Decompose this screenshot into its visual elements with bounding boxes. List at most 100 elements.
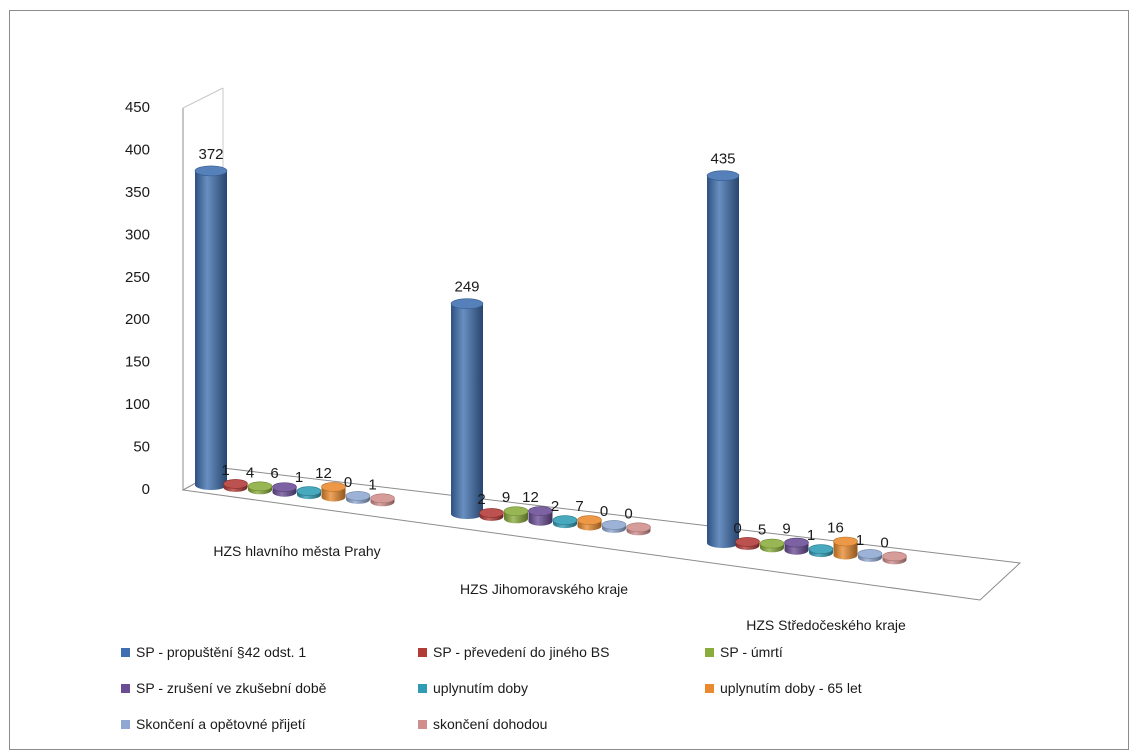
legend-label: uplynutím doby bbox=[433, 680, 528, 696]
bar-top bbox=[247, 481, 273, 492]
bar-top bbox=[784, 537, 809, 548]
legend-label: SP - úmrtí bbox=[720, 644, 783, 660]
bar bbox=[784, 537, 809, 555]
data-label: 4 bbox=[246, 464, 254, 481]
bar-top bbox=[272, 482, 297, 492]
y-tick-label: 350 bbox=[125, 184, 150, 201]
bar-top bbox=[759, 538, 785, 549]
bar bbox=[882, 551, 907, 565]
category-label: HZS Středočeského kraje bbox=[746, 617, 906, 633]
bar-top bbox=[601, 520, 627, 530]
data-label: 0 bbox=[600, 503, 608, 520]
data-label: 1 bbox=[856, 532, 864, 549]
y-tick-label: 450 bbox=[125, 99, 150, 116]
data-label: 5 bbox=[758, 522, 766, 539]
legend-label: skončení dohodou bbox=[433, 716, 547, 732]
bar-body bbox=[833, 541, 858, 560]
y-tick-label: 50 bbox=[133, 439, 150, 456]
bar-top bbox=[706, 170, 740, 181]
data-label: 0 bbox=[344, 474, 352, 491]
bar-top bbox=[296, 486, 322, 496]
data-label: 9 bbox=[502, 489, 510, 506]
legend-item: uplynutím doby - 65 let bbox=[705, 680, 862, 696]
chart-bars bbox=[194, 165, 907, 565]
legend-label: SP - převedení do jiného BS bbox=[433, 644, 609, 660]
legend-item: SP - úmrtí bbox=[705, 644, 783, 660]
bar bbox=[450, 298, 484, 519]
legend-swatch bbox=[121, 720, 130, 729]
bar bbox=[321, 482, 346, 502]
bar-top bbox=[833, 536, 858, 547]
y-axis-ticks: 0 50 100 150 200 250 300 350 400 450 bbox=[125, 99, 150, 498]
legend-item: uplynutím doby bbox=[418, 680, 528, 696]
legend-label: uplynutím doby - 65 let bbox=[720, 680, 862, 696]
bar-top bbox=[479, 508, 504, 518]
y-tick-label: 0 bbox=[142, 481, 150, 498]
legend-item: SP - zrušení ve zkušební době bbox=[121, 680, 327, 696]
bar-top bbox=[223, 479, 248, 489]
legend-label: SP - zrušení ve zkušební době bbox=[136, 680, 327, 696]
bar bbox=[272, 482, 297, 497]
bar-body bbox=[451, 303, 483, 519]
data-label: 1 bbox=[807, 527, 815, 544]
bar bbox=[601, 520, 627, 533]
data-label: 1 bbox=[221, 462, 229, 479]
legend-swatch bbox=[418, 720, 427, 729]
bar-top bbox=[345, 491, 371, 501]
y-axis-top-edge bbox=[182, 87, 224, 109]
bar-top bbox=[857, 549, 883, 559]
y-tick-label: 150 bbox=[125, 354, 150, 371]
legend-label: SP - propuštění §42 odst. 1 bbox=[136, 644, 306, 660]
bar bbox=[479, 508, 504, 521]
legend-label: Skončení a opětovné přijetí bbox=[136, 716, 306, 732]
bar bbox=[370, 493, 395, 507]
bar bbox=[833, 536, 858, 560]
bar bbox=[503, 506, 529, 524]
bar-top bbox=[735, 537, 760, 547]
legend-swatch bbox=[418, 648, 427, 657]
bar bbox=[528, 506, 553, 526]
bar-top bbox=[626, 522, 651, 533]
bar bbox=[706, 170, 740, 548]
bar-body bbox=[195, 170, 227, 490]
y-tick-label: 100 bbox=[125, 396, 150, 413]
y-tick-label: 300 bbox=[125, 226, 150, 243]
data-label: 249 bbox=[454, 279, 479, 296]
data-label: 372 bbox=[198, 146, 223, 163]
bar bbox=[552, 515, 578, 529]
bar-top bbox=[450, 298, 484, 310]
bar bbox=[223, 479, 248, 492]
data-label: 12 bbox=[522, 489, 539, 506]
bar-top bbox=[577, 515, 602, 525]
legend-swatch bbox=[705, 648, 714, 657]
data-label: 7 bbox=[575, 498, 583, 515]
data-label: 2 bbox=[551, 498, 559, 515]
legend-item: Skončení a opětovné přijetí bbox=[121, 716, 306, 732]
data-label: 16 bbox=[827, 519, 844, 536]
legend-swatch bbox=[705, 684, 714, 693]
data-label: 2 bbox=[477, 491, 485, 508]
bar-top bbox=[528, 506, 553, 516]
bar bbox=[626, 522, 651, 536]
bar bbox=[577, 515, 602, 531]
bar bbox=[296, 486, 322, 500]
category-label: HZS hlavního města Prahy bbox=[213, 543, 380, 559]
legend-swatch bbox=[418, 684, 427, 693]
bar-top bbox=[370, 493, 395, 504]
category-labels: HZS hlavního města Prahy HZS Jihomoravské… bbox=[213, 543, 906, 633]
data-label: 9 bbox=[782, 521, 790, 538]
bar bbox=[194, 165, 228, 490]
data-label: 12 bbox=[315, 465, 332, 482]
data-label: 1 bbox=[295, 469, 303, 486]
chart-frame bbox=[9, 10, 1129, 750]
y-tick-label: 200 bbox=[125, 311, 150, 328]
legend-item: SP - převedení do jiného BS bbox=[418, 644, 609, 660]
bar bbox=[247, 481, 273, 495]
data-label: 1 bbox=[368, 476, 376, 493]
bar-body bbox=[707, 175, 739, 548]
bar bbox=[857, 549, 883, 562]
legend-item: skončení dohodou bbox=[418, 716, 547, 732]
category-label: HZS Jihomoravského kraje bbox=[460, 581, 628, 597]
